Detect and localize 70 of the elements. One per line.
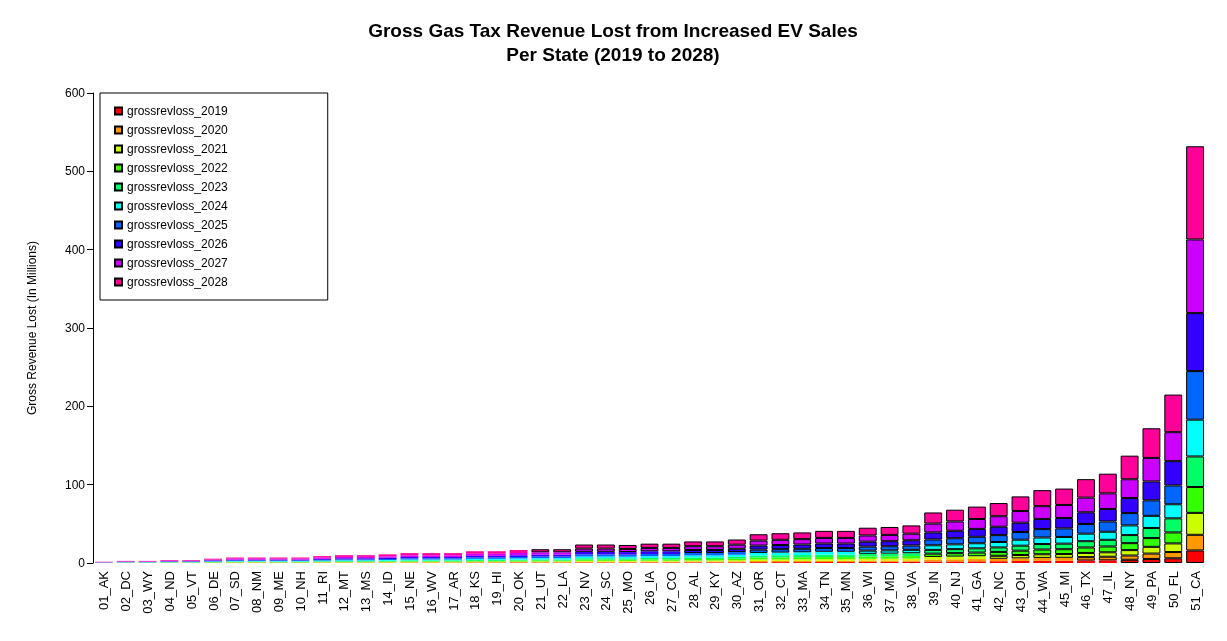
legend-label: grossrevloss_2026 [127,237,229,251]
x-tick-label: 36_WI [860,571,876,609]
x-tick-label: 45_MI [1056,571,1072,608]
x-tick-label: 40_NJ [947,571,963,609]
x-tick-label: 27_CO [663,571,679,613]
y-tick-label: 0 [78,556,86,570]
x-tick-label: 25_MO [620,571,636,614]
x-tick-label: 32_CT [772,570,788,611]
x-tick-label: 30_AZ [729,570,745,610]
x-tick-label: 18_KS [467,570,483,611]
x-tick-label: 44_WA [1034,570,1050,614]
y-axis-title: Gross Revenue Lost (In Millions) [25,240,39,416]
legend-label: grossrevloss_2019 [127,104,229,118]
x-tick-label: 11_RI [314,571,330,605]
legend-label: grossrevloss_2022 [127,161,229,175]
legend-label: grossrevloss_2024 [127,199,229,213]
x-tick-label: 07_SD [227,571,243,611]
x-tick-label: 15_NE [401,570,417,611]
x-tick-label: 22_LA [554,570,570,609]
x-tick-label: 34_TN [816,571,832,611]
x-tick-label: 04_ND [161,571,177,612]
legend-label: grossrevloss_2025 [127,218,229,232]
x-tick-label: 24_SC [598,571,614,611]
x-tick-label: 16_WV [423,570,439,614]
x-tick-label: 39_IN [925,571,941,606]
x-tick-label: 26_IA [642,570,657,605]
y-tick-label: 300 [64,321,86,335]
y-tick-label: 100 [64,477,86,492]
x-tick-label: 12_MT [336,570,352,612]
x-tick-label: 21_UT [532,570,548,611]
y-tick-label: 400 [64,242,86,257]
x-tick-label: 48_NY [1122,570,1138,611]
legend-label: grossrevloss_2028 [127,275,229,289]
y-tick-label: 200 [64,399,86,414]
x-tick-label: 05_VT [183,570,199,610]
x-tick-label: 08_NM [249,571,265,613]
legend-label: grossrevloss_2023 [127,180,229,194]
x-tick-label: 50_FL [1165,571,1181,608]
x-tick-label: 47_IL [1100,571,1116,604]
x-tick-label: 20_OK [511,570,527,612]
x-tick-label: 02_DC [118,571,134,612]
x-tick-label: 41_GA [969,570,985,612]
x-tick-label: 49_PA [1143,570,1159,610]
y-tick-label: 600 [64,86,86,100]
x-tick-label: 10_NH [292,571,308,612]
y-tick-label: 500 [64,164,86,179]
x-tick-label: 37_MD [882,571,898,613]
x-tick-label: 23_NV [576,570,592,611]
legend-label: grossrevloss_2020 [127,123,229,137]
x-tick-label: 03_WY [140,570,156,614]
x-tick-label: 43_OH [1013,571,1028,613]
x-tick-label: 31_OR [751,571,767,613]
x-tick-label: 29_KY [707,570,723,611]
legend-label: grossrevloss_2027 [127,256,229,270]
x-tick-label: 42_NC [991,571,1007,612]
legend-label: grossrevloss_2021 [127,142,229,156]
chart-title: Gross Gas Tax Revenue Lost from Increased EV Sales Per State (2019 to 2028) [368,19,858,65]
x-tick-label: 51_CA [1187,570,1203,611]
x-tick-label: 17_AR [445,571,461,611]
x-tick-label: 28_AL [685,571,701,609]
x-tick-label: 38_VA [903,570,919,610]
x-tick-label: 14_ID [380,571,396,606]
x-tick-label: 35_MN [838,571,854,613]
x-tick-label: 13_MS [358,570,374,613]
x-tick-label: 33_MA [794,570,810,613]
x-tick-label: 09_ME [271,570,286,613]
x-tick-label: 46_TX [1078,570,1094,610]
x-tick-label: 06_DE [205,570,221,611]
x-tick-label: 19_HI [489,571,505,606]
x-tick-label: 01_AK [96,570,112,611]
